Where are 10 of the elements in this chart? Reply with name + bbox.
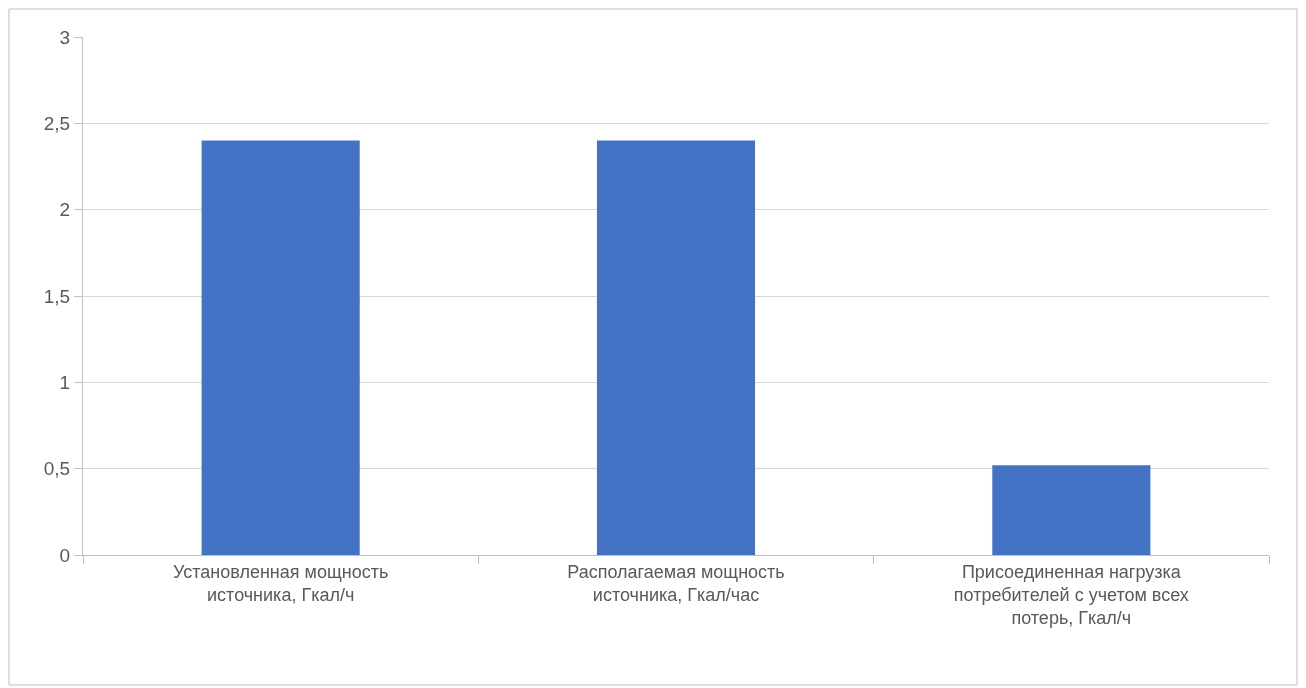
y-tick-label: 2 [59,199,71,221]
y-tick-label: 1 [59,371,71,393]
y-tick-label: 2,5 [43,112,71,134]
y-tick-label: 3 [59,26,71,48]
x-tick-label: Располагаемая мощность источника, Гкал/час [567,561,785,605]
y-tick-label: 1,5 [43,285,71,307]
x-tick-label: Присоединенная нагрузка потребителей с учетом всех потерь, Гкал/ч [953,561,1189,629]
y-tick-label: 0,5 [43,458,71,480]
y-tick-label: 0 [59,544,71,566]
x-tick-label: Установленная мощность источника, Гкал/ч [173,561,389,605]
